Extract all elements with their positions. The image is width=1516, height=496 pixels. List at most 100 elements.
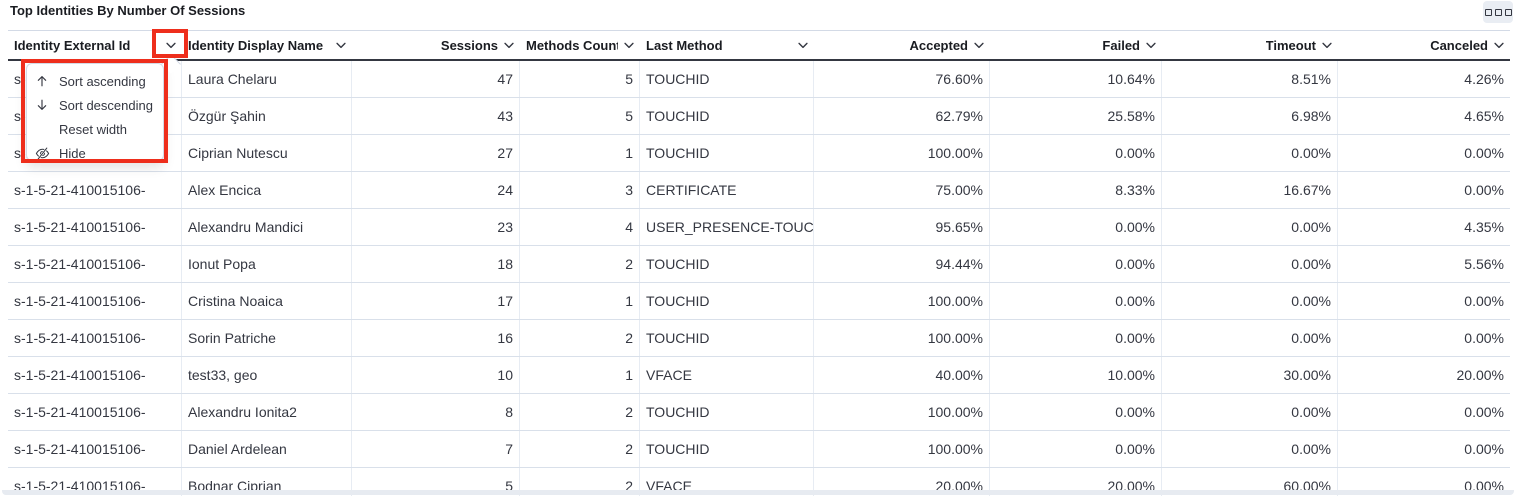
cell-canceled: 4.35%: [1464, 219, 1504, 235]
arrow-up-icon: [34, 73, 50, 89]
cell-identity-display-name: Alexandru Ionita2: [182, 394, 352, 430]
cell-accepted: 100.00%: [814, 431, 990, 467]
cell-timeout: 0.00%: [1162, 431, 1338, 467]
cell-timeout: 30.00%: [1162, 357, 1338, 393]
chevron-down-icon[interactable]: [1492, 38, 1506, 52]
cell-last-method: TOUCHID: [640, 283, 814, 319]
cell-failed: 10.00%: [990, 357, 1162, 393]
panel-bottom-edge: [2, 490, 1514, 495]
cell-methods-count: 2: [520, 320, 640, 356]
cell-methods-count: 2: [520, 431, 640, 467]
cell-failed: 8.33%: [990, 172, 1162, 208]
arrow-down-icon: [34, 97, 50, 113]
menu-item-label: Reset width: [59, 121, 127, 137]
cell-sessions: 24: [352, 172, 520, 208]
no-icon-spacer: [34, 121, 50, 137]
cell-identity-display-name: Daniel Ardelean: [182, 431, 352, 467]
cell-last-method: CERTIFICATE: [640, 172, 814, 208]
column-label: Last Method: [646, 37, 723, 53]
cell-methods-count: 1: [520, 135, 640, 171]
cell-last-method: TOUCHID: [640, 61, 814, 97]
data-grid: Identity External Id Identity Display Nam…: [8, 30, 1510, 496]
cell-failed: 25.58%: [990, 98, 1162, 134]
column-label: Methods Count: [526, 37, 618, 53]
cell-failed: 0.00%: [990, 320, 1162, 356]
cell-methods-count: 3: [520, 172, 640, 208]
chevron-down-icon[interactable]: [1144, 38, 1158, 52]
chevron-down-icon[interactable]: [1320, 38, 1334, 52]
cell-canceled: 5.56%: [1464, 256, 1504, 272]
cell-accepted: 76.60%: [814, 61, 990, 97]
cell-sessions: 27: [352, 135, 520, 171]
column-header-canceled[interactable]: Canceled: [1338, 31, 1510, 59]
cell-sessions: 23: [352, 209, 520, 245]
panel-options-button[interactable]: [1483, 1, 1513, 23]
cell-accepted: 75.00%: [814, 172, 990, 208]
cell-identity-display-name: Laura Chelaru: [182, 61, 352, 97]
cell-methods-count: 2: [520, 394, 640, 430]
menu-item-reset-width[interactable]: Reset width: [27, 117, 163, 141]
cell-identity-external-id: s-1-5-21-410015106-: [8, 246, 182, 282]
cell-canceled: 4.65%: [1464, 108, 1504, 124]
cell-identity-external-id: s-1-5-21-410015106-: [8, 357, 182, 393]
cell-identity-display-name: Cristina Noaica: [182, 283, 352, 319]
column-label: Sessions: [440, 37, 498, 53]
cell-accepted: 100.00%: [814, 135, 990, 171]
cell-sessions: 10: [352, 357, 520, 393]
cell-sessions: 17: [352, 283, 520, 319]
cell-canceled: 0.00%: [1464, 182, 1504, 198]
column-header-failed[interactable]: Failed: [990, 31, 1162, 59]
column-header-timeout[interactable]: Timeout: [1162, 31, 1338, 59]
menu-item-sort-ascending[interactable]: Sort ascending: [27, 69, 163, 93]
chevron-down-icon[interactable]: [972, 38, 986, 52]
cell-canceled: 0.00%: [1464, 330, 1504, 346]
column-header-last-method[interactable]: Last Method: [640, 31, 814, 59]
chevron-down-icon[interactable]: [796, 38, 810, 52]
cell-methods-count: 2: [520, 246, 640, 282]
cell-canceled: 20.00%: [1456, 367, 1504, 383]
cell-canceled: 0.00%: [1464, 145, 1504, 161]
chevron-down-icon[interactable]: [622, 38, 636, 52]
column-header-sessions[interactable]: Sessions: [352, 31, 520, 59]
column-header-accepted[interactable]: Accepted: [814, 31, 990, 59]
column-label: Identity Display Name: [188, 37, 324, 53]
chevron-down-icon[interactable]: [502, 38, 516, 52]
column-header-identity-external-id[interactable]: Identity External Id: [8, 31, 182, 59]
cell-methods-count: 1: [520, 357, 640, 393]
column-label: Failed: [1102, 37, 1140, 53]
cell-identity-display-name: Ionut Popa: [182, 246, 352, 282]
cell-identity-external-id: s-1-5-21-410015106-: [8, 283, 182, 319]
cell-methods-count: 2: [520, 468, 640, 496]
cell-accepted: 62.79%: [814, 98, 990, 134]
menu-item-label: Sort ascending: [59, 73, 146, 89]
column-header-identity-display-name[interactable]: Identity Display Name: [182, 31, 352, 59]
cell-failed: 0.00%: [990, 431, 1162, 467]
column-header-methods-count[interactable]: Methods Count: [520, 31, 640, 59]
cell-sessions: 16: [352, 320, 520, 356]
cell-methods-count: 1: [520, 283, 640, 319]
menu-item-hide[interactable]: Hide: [27, 141, 163, 165]
cell-identity-external-id: s-1-5-21-410015106-: [8, 320, 182, 356]
chevron-down-icon[interactable]: [164, 38, 178, 52]
cell-sessions: 18: [352, 246, 520, 282]
table-row: s-1-5-21-410015106- Ionut Popa 18 2 TOUCHID 9…: [8, 246, 1510, 283]
chevron-down-icon[interactable]: [334, 38, 348, 52]
table-row: s-1-5-21-410015106- test33, geo 10 1 VFACE 40…: [8, 357, 1510, 394]
cell-methods-count: 5: [520, 61, 640, 97]
cell-timeout: 0.00%: [1162, 394, 1338, 430]
cell-sessions: 8: [352, 394, 520, 430]
cell-identity-display-name: Sorin Patriche: [182, 320, 352, 356]
cell-timeout: 0.00%: [1162, 283, 1338, 319]
cell-identity-display-name: Alexandru Mandici: [182, 209, 352, 245]
menu-item-sort-descending[interactable]: Sort descending: [27, 93, 163, 117]
cell-identity-display-name: Alex Encica: [182, 172, 352, 208]
cell-last-method: TOUCHID: [640, 135, 814, 171]
table-row: s-1-5-21-410015106- Cristina Noaica 17 1 TOU…: [8, 283, 1510, 320]
table-row: s-1-5-21-410015106- Alexandru Ionita2 8 2 TO…: [8, 394, 1510, 431]
column-options-menu: Sort ascending Sort descending Reset wid…: [26, 63, 164, 161]
cell-accepted: 40.00%: [814, 357, 990, 393]
cell-methods-count: 5: [520, 98, 640, 134]
column-label: Timeout: [1265, 37, 1316, 53]
cell-canceled: 4.26%: [1464, 71, 1504, 87]
cell-last-method: TOUCHID: [640, 394, 814, 430]
